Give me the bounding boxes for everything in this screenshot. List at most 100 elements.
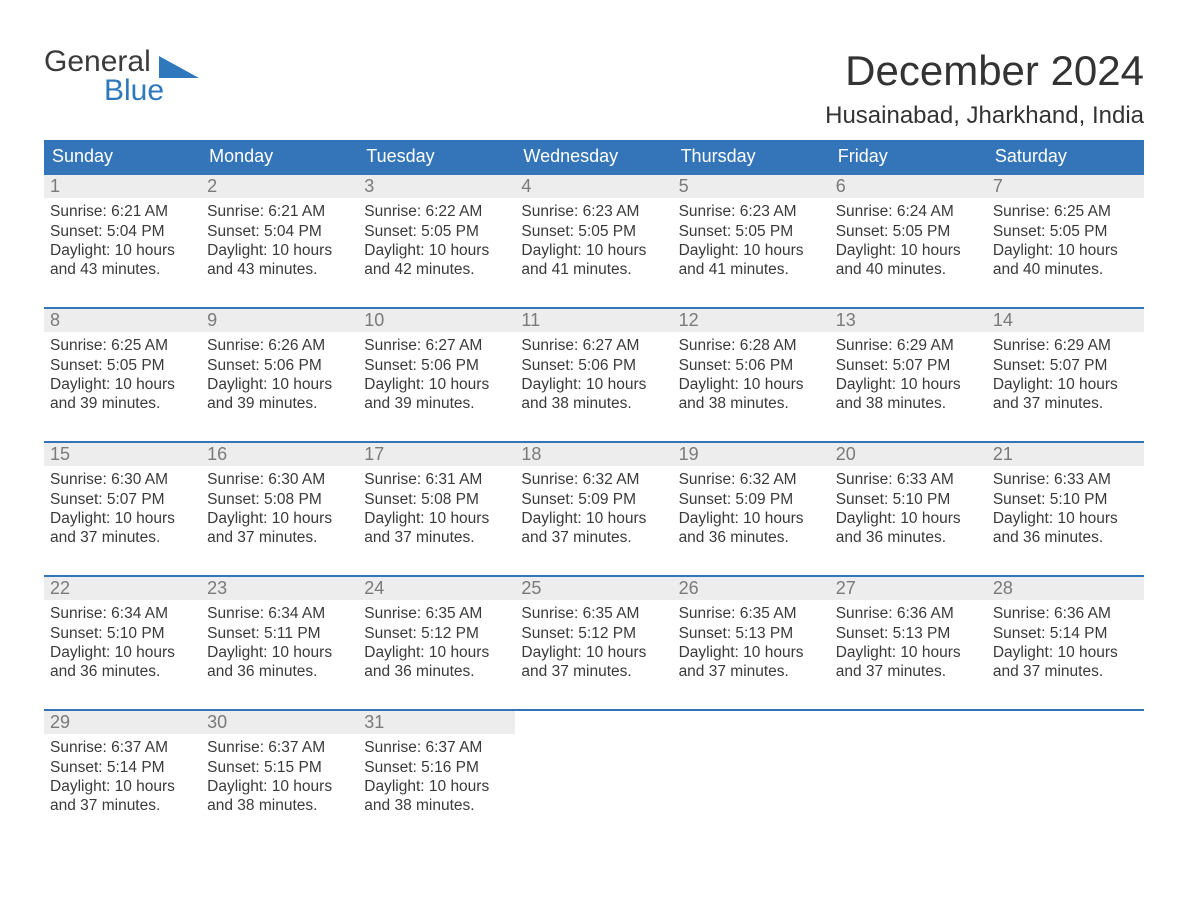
sunrise: Sunrise: 6:31 AM — [364, 470, 509, 489]
day-number: 19 — [673, 443, 830, 466]
day-number: 16 — [201, 443, 358, 466]
week-row: 1Sunrise: 6:21 AMSunset: 5:04 PMDaylight… — [44, 173, 1144, 293]
daylight-line2: and 37 minutes. — [993, 662, 1138, 681]
daylight-line1: Daylight: 10 hours — [836, 509, 981, 528]
day-number: 2 — [201, 175, 358, 198]
daylight-line2: and 41 minutes. — [679, 260, 824, 279]
day-cell: 31Sunrise: 6:37 AMSunset: 5:16 PMDayligh… — [358, 711, 515, 829]
sunrise: Sunrise: 6:35 AM — [364, 604, 509, 623]
day-cell: 23Sunrise: 6:34 AMSunset: 5:11 PMDayligh… — [201, 577, 358, 695]
sunset: Sunset: 5:13 PM — [836, 624, 981, 643]
day-number: 14 — [987, 309, 1144, 332]
daylight-line1: Daylight: 10 hours — [364, 643, 509, 662]
day-cell: 27Sunrise: 6:36 AMSunset: 5:13 PMDayligh… — [830, 577, 987, 695]
daylight-line1: Daylight: 10 hours — [993, 375, 1138, 394]
sunset: Sunset: 5:06 PM — [521, 356, 666, 375]
calendar-page: General Blue December 2024 Husainabad, J… — [0, 0, 1188, 849]
daylight-line1: Daylight: 10 hours — [993, 241, 1138, 260]
day-body: Sunrise: 6:23 AMSunset: 5:05 PMDaylight:… — [515, 198, 672, 284]
sunset: Sunset: 5:13 PM — [679, 624, 824, 643]
sunset: Sunset: 5:12 PM — [521, 624, 666, 643]
day-body: Sunrise: 6:37 AMSunset: 5:15 PMDaylight:… — [201, 734, 358, 820]
day-cell: 25Sunrise: 6:35 AMSunset: 5:12 PMDayligh… — [515, 577, 672, 695]
day-cell: 26Sunrise: 6:35 AMSunset: 5:13 PMDayligh… — [673, 577, 830, 695]
day-cell-empty — [830, 711, 987, 829]
daylight-line2: and 37 minutes. — [364, 528, 509, 547]
sunset: Sunset: 5:10 PM — [993, 490, 1138, 509]
day-body: Sunrise: 6:33 AMSunset: 5:10 PMDaylight:… — [987, 466, 1144, 552]
day-number: 25 — [515, 577, 672, 600]
daylight-line1: Daylight: 10 hours — [521, 643, 666, 662]
sunset: Sunset: 5:04 PM — [50, 222, 195, 241]
day-number: 22 — [44, 577, 201, 600]
sunrise: Sunrise: 6:27 AM — [364, 336, 509, 355]
sunrise: Sunrise: 6:23 AM — [521, 202, 666, 221]
day-cell: 5Sunrise: 6:23 AMSunset: 5:05 PMDaylight… — [673, 175, 830, 293]
sunset: Sunset: 5:05 PM — [836, 222, 981, 241]
sunrise: Sunrise: 6:37 AM — [364, 738, 509, 757]
day-cell: 2Sunrise: 6:21 AMSunset: 5:04 PMDaylight… — [201, 175, 358, 293]
sunset: Sunset: 5:12 PM — [364, 624, 509, 643]
sunset: Sunset: 5:09 PM — [521, 490, 666, 509]
title-block: December 2024 Husainabad, Jharkhand, Ind… — [825, 48, 1144, 130]
daylight-line1: Daylight: 10 hours — [521, 375, 666, 394]
daylight-line2: and 38 minutes. — [207, 796, 352, 815]
day-body: Sunrise: 6:35 AMSunset: 5:12 PMDaylight:… — [515, 600, 672, 686]
day-cell: 15Sunrise: 6:30 AMSunset: 5:07 PMDayligh… — [44, 443, 201, 561]
day-cell: 19Sunrise: 6:32 AMSunset: 5:09 PMDayligh… — [673, 443, 830, 561]
day-body: Sunrise: 6:22 AMSunset: 5:05 PMDaylight:… — [358, 198, 515, 284]
sunset: Sunset: 5:05 PM — [993, 222, 1138, 241]
day-cell: 1Sunrise: 6:21 AMSunset: 5:04 PMDaylight… — [44, 175, 201, 293]
day-number: 11 — [515, 309, 672, 332]
daylight-line1: Daylight: 10 hours — [50, 777, 195, 796]
daylight-line2: and 37 minutes. — [50, 796, 195, 815]
day-number: 13 — [830, 309, 987, 332]
logo-triangle-icon — [159, 56, 199, 81]
day-cell-empty — [515, 711, 672, 829]
daylight-line1: Daylight: 10 hours — [364, 375, 509, 394]
day-cell: 17Sunrise: 6:31 AMSunset: 5:08 PMDayligh… — [358, 443, 515, 561]
header: General Blue December 2024 Husainabad, J… — [44, 48, 1144, 130]
daylight-line2: and 38 minutes. — [679, 394, 824, 413]
sunrise: Sunrise: 6:37 AM — [50, 738, 195, 757]
week-row: 29Sunrise: 6:37 AMSunset: 5:14 PMDayligh… — [44, 709, 1144, 829]
weekday-header: Saturday — [987, 140, 1144, 173]
daylight-line1: Daylight: 10 hours — [993, 643, 1138, 662]
day-cell: 13Sunrise: 6:29 AMSunset: 5:07 PMDayligh… — [830, 309, 987, 427]
sunrise: Sunrise: 6:26 AM — [207, 336, 352, 355]
week-row: 22Sunrise: 6:34 AMSunset: 5:10 PMDayligh… — [44, 575, 1144, 695]
logo-line1: General — [44, 48, 164, 77]
daylight-line1: Daylight: 10 hours — [679, 509, 824, 528]
daylight-line1: Daylight: 10 hours — [50, 375, 195, 394]
daylight-line1: Daylight: 10 hours — [679, 375, 824, 394]
sunset: Sunset: 5:07 PM — [993, 356, 1138, 375]
day-number: 6 — [830, 175, 987, 198]
day-body: Sunrise: 6:31 AMSunset: 5:08 PMDaylight:… — [358, 466, 515, 552]
day-number: 20 — [830, 443, 987, 466]
sunset: Sunset: 5:05 PM — [521, 222, 666, 241]
daylight-line2: and 41 minutes. — [521, 260, 666, 279]
sunrise: Sunrise: 6:36 AM — [993, 604, 1138, 623]
sunrise: Sunrise: 6:32 AM — [679, 470, 824, 489]
sunrise: Sunrise: 6:30 AM — [50, 470, 195, 489]
weekday-header: Friday — [830, 140, 987, 173]
week-row: 15Sunrise: 6:30 AMSunset: 5:07 PMDayligh… — [44, 441, 1144, 561]
daylight-line2: and 40 minutes. — [993, 260, 1138, 279]
day-body: Sunrise: 6:36 AMSunset: 5:13 PMDaylight:… — [830, 600, 987, 686]
day-body: Sunrise: 6:32 AMSunset: 5:09 PMDaylight:… — [515, 466, 672, 552]
day-body: Sunrise: 6:25 AMSunset: 5:05 PMDaylight:… — [44, 332, 201, 418]
day-number: 9 — [201, 309, 358, 332]
day-body: Sunrise: 6:37 AMSunset: 5:16 PMDaylight:… — [358, 734, 515, 820]
daylight-line1: Daylight: 10 hours — [679, 241, 824, 260]
sunrise: Sunrise: 6:24 AM — [836, 202, 981, 221]
day-body: Sunrise: 6:29 AMSunset: 5:07 PMDaylight:… — [987, 332, 1144, 418]
weekday-header: Monday — [201, 140, 358, 173]
daylight-line2: and 39 minutes. — [50, 394, 195, 413]
daylight-line1: Daylight: 10 hours — [50, 241, 195, 260]
day-number: 21 — [987, 443, 1144, 466]
sunset: Sunset: 5:07 PM — [836, 356, 981, 375]
day-cell: 8Sunrise: 6:25 AMSunset: 5:05 PMDaylight… — [44, 309, 201, 427]
sunset: Sunset: 5:08 PM — [364, 490, 509, 509]
sunrise: Sunrise: 6:35 AM — [679, 604, 824, 623]
day-body: Sunrise: 6:34 AMSunset: 5:11 PMDaylight:… — [201, 600, 358, 686]
